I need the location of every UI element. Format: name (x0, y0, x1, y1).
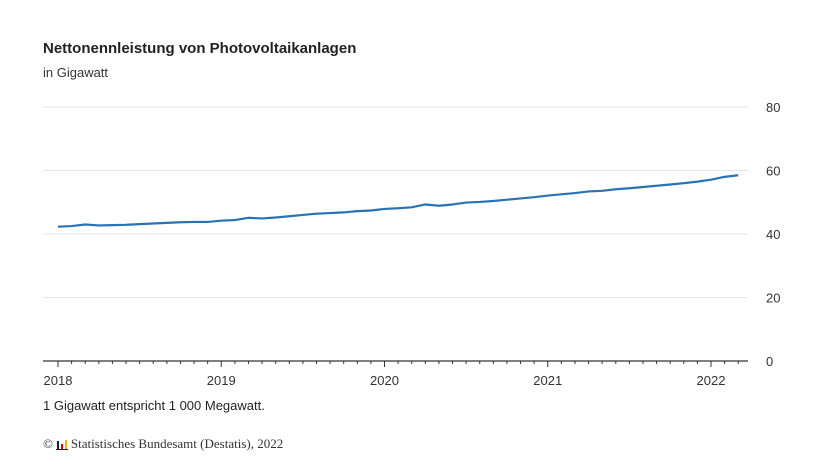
x-tick-label: 2019 (207, 373, 236, 388)
line-chart: 0 20 40 60 80 2018 2019 2020 2021 2022 (43, 100, 780, 388)
source-text: Statistisches Bundesamt (Destatis), 2022 (70, 436, 284, 451)
y-tick-label: 60 (766, 164, 780, 179)
x-tick-label: 2022 (697, 373, 726, 388)
y-tick-label: 20 (766, 291, 780, 306)
x-tick-label: 2020 (370, 373, 399, 388)
chart-subtitle: in Gigawatt (43, 65, 109, 80)
x-tick-label: 2018 (44, 373, 73, 388)
y-tick-label: 0 (766, 354, 773, 369)
unit-note: 1 Gigawatt entspricht 1 000 Megawatt. (43, 398, 265, 413)
copyright-symbol: © (43, 436, 53, 451)
destatis-logo-icon (55, 439, 68, 450)
x-tick-label: 2021 (533, 373, 562, 388)
y-tick-label: 40 (766, 227, 780, 242)
y-tick-label: 80 (766, 100, 780, 115)
series-line (57, 174, 739, 228)
chart-title: Nettonennleistung von Photovoltaikanlage… (43, 40, 357, 57)
source-line: © Statistisches Bundesamt (Destatis), 20… (43, 436, 283, 452)
